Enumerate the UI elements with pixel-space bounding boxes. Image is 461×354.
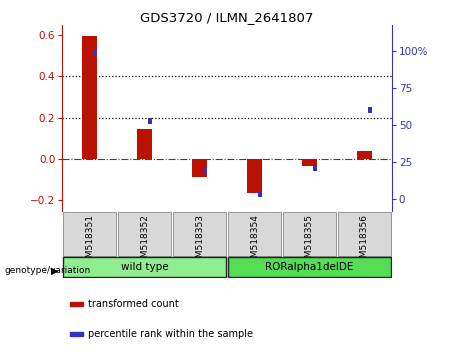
Bar xyxy=(63,257,226,277)
Bar xyxy=(357,151,372,159)
Text: genotype/variation: genotype/variation xyxy=(5,266,91,275)
Bar xyxy=(203,168,207,174)
Bar xyxy=(137,129,152,159)
Bar xyxy=(82,36,97,159)
Bar xyxy=(93,48,97,55)
Text: GSM518354: GSM518354 xyxy=(250,214,259,269)
Bar xyxy=(118,212,171,256)
Text: percentile rank within the sample: percentile rank within the sample xyxy=(88,329,253,339)
Text: transformed count: transformed count xyxy=(88,298,178,309)
Title: GDS3720 / ILMN_2641807: GDS3720 / ILMN_2641807 xyxy=(140,11,314,24)
Bar xyxy=(70,302,83,306)
Text: GSM518352: GSM518352 xyxy=(140,214,149,269)
Text: GSM518356: GSM518356 xyxy=(360,214,369,269)
Bar xyxy=(247,159,262,193)
Bar xyxy=(367,107,372,113)
Text: ▶: ▶ xyxy=(51,266,58,275)
Bar xyxy=(148,119,152,124)
Text: wild type: wild type xyxy=(121,262,168,272)
Bar xyxy=(258,191,262,197)
Bar xyxy=(283,212,336,256)
Bar xyxy=(228,212,281,256)
Text: RORalpha1delDE: RORalpha1delDE xyxy=(265,262,354,272)
Bar xyxy=(173,212,226,256)
Bar xyxy=(192,159,207,177)
Bar xyxy=(313,165,317,171)
Bar xyxy=(338,212,391,256)
Bar xyxy=(302,159,317,166)
Bar xyxy=(228,257,391,277)
Text: GSM518351: GSM518351 xyxy=(85,214,94,269)
Text: GSM518355: GSM518355 xyxy=(305,214,314,269)
Bar xyxy=(70,332,83,336)
Bar xyxy=(63,212,116,256)
Text: GSM518353: GSM518353 xyxy=(195,214,204,269)
